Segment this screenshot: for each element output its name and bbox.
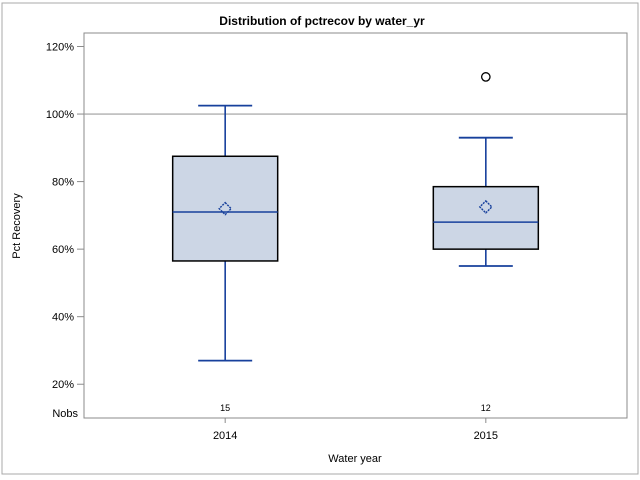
box-2015: [432, 185, 540, 250]
nobs-value-2015: 12: [481, 403, 491, 413]
plot-area: 20% 40% 60% 80% 100% 120% 15 2014 12 2015: [46, 32, 628, 442]
y-tick-label: 20%: [52, 379, 74, 391]
plot-frame: [83, 32, 628, 419]
box-2014: [171, 155, 279, 262]
mean-marker-2014: [218, 201, 233, 216]
chart-title: Distribution of pctrecov by water_yr: [219, 14, 425, 28]
y-tick-label: 80%: [52, 177, 74, 189]
y-tick-label: 40%: [52, 312, 74, 324]
y-tick-label: 120%: [46, 42, 74, 54]
y-axis-title: Pct Recovery: [11, 193, 23, 259]
mean-marker-2015: [478, 199, 493, 214]
y-tick-label: 60%: [52, 244, 74, 256]
nobs-value-2014: 15: [220, 403, 230, 413]
nobs-row-label: Nobs: [52, 408, 78, 420]
x-tick-label-2015: 2015: [474, 430, 498, 442]
outlier-point-2015: [480, 72, 491, 82]
x-tick-label-2014: 2014: [213, 430, 237, 442]
y-tick-label: 100%: [46, 109, 74, 121]
x-axis-title: Water year: [328, 453, 382, 465]
